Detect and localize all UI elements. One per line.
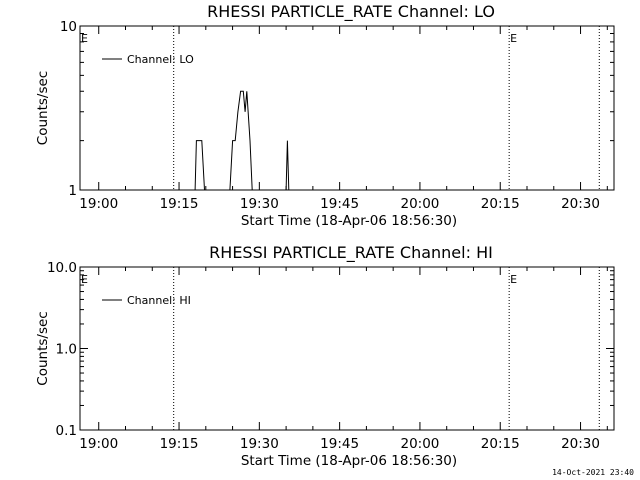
panel1-series-line-1 [194, 90, 290, 191]
panel1-plot-frame [79, 25, 615, 191]
panel2-plot-frame [79, 266, 615, 431]
panel2-x-tick-label: 20:30 [561, 436, 600, 452]
panel1-legend-label: Channel: LO [127, 53, 194, 66]
panel2-x-tick-label: 20:15 [481, 436, 520, 452]
panel2-legend-label: Channel: HI [127, 294, 191, 307]
panel1-marker-label: E [510, 32, 517, 45]
panel2-title: RHESSI PARTICLE_RATE Channel: HI [209, 243, 493, 263]
panel1-x-tick-label: 19:00 [79, 196, 118, 212]
panel2-marker-label: E [510, 273, 517, 286]
panel2-y-tick-label: 10.0 [47, 260, 77, 276]
panel2-y-tick-label: 1.0 [56, 342, 77, 358]
panel1-x-tick-label: 19:30 [240, 196, 279, 212]
panel1-y-tick-label: 1 [68, 183, 77, 199]
panel1-x-tick-label: 19:45 [320, 196, 359, 212]
panel1-x-tick-label: 20:30 [561, 196, 600, 212]
panel1-y-axis-label: Counts/sec [35, 71, 51, 145]
panel2-x-tick-label: 19:00 [79, 436, 118, 452]
panel1-corner-label: E [81, 32, 88, 45]
panel2-x-tick-label: 19:15 [160, 436, 199, 452]
panel2-x-tick-label: 19:45 [320, 436, 359, 452]
panel1-x-tick-label: 19:15 [160, 196, 199, 212]
panel1-title: RHESSI PARTICLE_RATE Channel: LO [207, 2, 495, 22]
panel1-y-tick-label: 10 [60, 19, 77, 35]
panel1-x-axis-label: Start Time (18-Apr-06 18:56:30) [241, 213, 457, 229]
panel2-x-tick-label: 19:30 [240, 436, 279, 452]
panel2-y-axis-label: Counts/sec [35, 311, 51, 385]
panel1-x-tick-label: 20:15 [481, 196, 520, 212]
timestamp-label: 14-Oct-2021 23:40 [552, 468, 634, 477]
panel2-corner-label: E [81, 273, 88, 286]
panel1-x-tick-label: 20:00 [400, 196, 439, 212]
panel2-x-tick-label: 20:00 [400, 436, 439, 452]
panel2-x-axis-label: Start Time (18-Apr-06 18:56:30) [241, 453, 457, 469]
panel2-y-tick-label: 0.1 [56, 423, 77, 439]
